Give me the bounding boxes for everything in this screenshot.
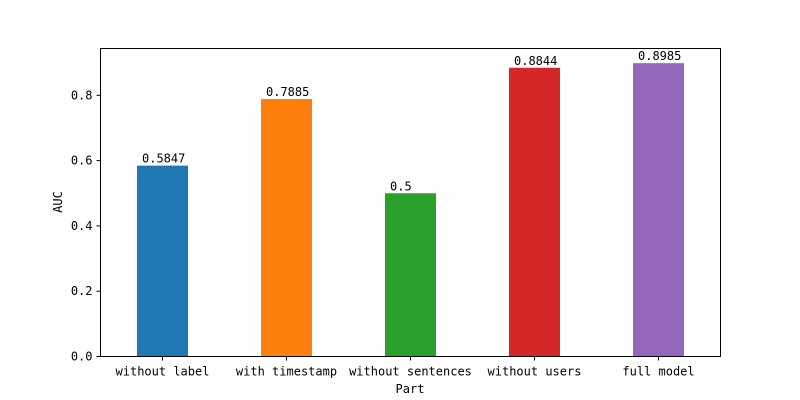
- x-tick-label-1: with timestamp: [236, 365, 337, 379]
- y-axis-ticks: 0.0 0.2 0.4 0.6 0.8: [71, 88, 101, 364]
- x-tick-label-0: without label: [116, 365, 210, 379]
- y-tick-label-3: 0.6: [71, 154, 93, 168]
- y-tick-label-4: 0.8: [71, 88, 93, 102]
- data-labels-layer: 0.5847 0.7885 0.5 0.8844 0.8985: [142, 49, 681, 193]
- x-tick-label-3: without users: [488, 365, 582, 379]
- bar-3: [509, 67, 560, 357]
- y-tick-label-2: 0.4: [71, 219, 93, 233]
- data-label-0: 0.5847: [142, 152, 185, 166]
- x-tick-label-4: full model: [622, 365, 694, 379]
- data-label-3: 0.8844: [514, 54, 557, 68]
- data-label-2: 0.5: [390, 179, 412, 193]
- data-label-4: 0.8985: [638, 49, 681, 63]
- x-axis-label: Part: [396, 382, 425, 396]
- data-label-1: 0.7885: [266, 85, 309, 99]
- y-tick-label-1: 0.2: [71, 284, 93, 298]
- bar-2: [385, 193, 436, 357]
- bar-4: [633, 63, 684, 357]
- bar-0: [137, 165, 188, 357]
- y-tick-label-0: 0.0: [71, 350, 93, 364]
- bar-1: [261, 99, 312, 357]
- x-tick-label-2: without sentences: [349, 365, 472, 379]
- y-axis-label: AUC: [51, 191, 65, 213]
- bars-layer: [137, 63, 684, 357]
- plot-frame: [100, 48, 721, 357]
- x-axis-ticks: without label with timestamp without sente…: [116, 356, 695, 379]
